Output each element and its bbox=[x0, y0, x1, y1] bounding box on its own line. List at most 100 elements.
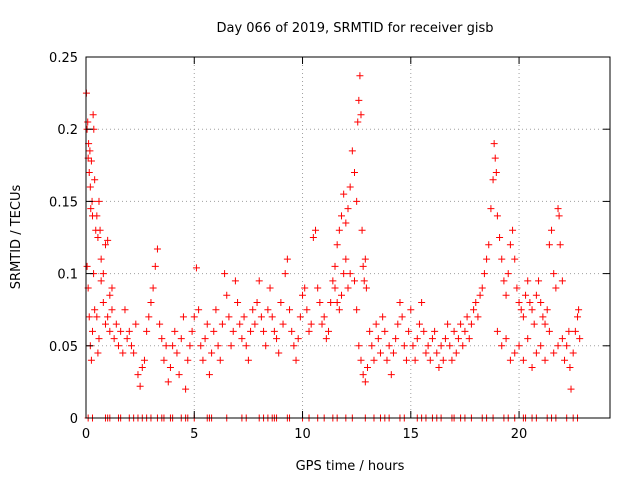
data-point-marker bbox=[335, 226, 343, 234]
data-point-marker bbox=[454, 335, 462, 343]
data-point-marker bbox=[208, 349, 216, 357]
data-point-marker bbox=[387, 371, 395, 379]
data-point-marker bbox=[156, 320, 164, 328]
data-point-marker bbox=[444, 320, 452, 328]
data-point-marker bbox=[314, 284, 322, 292]
data-point-marker bbox=[567, 385, 575, 393]
data-point-marker bbox=[530, 320, 538, 328]
data-point-marker bbox=[119, 349, 127, 357]
data-point-marker bbox=[85, 313, 93, 321]
data-point-marker bbox=[357, 111, 365, 119]
data-point-marker bbox=[576, 335, 584, 343]
data-point-marker bbox=[545, 241, 553, 249]
data-point-marker bbox=[346, 270, 354, 278]
data-point-marker bbox=[231, 277, 239, 285]
data-point-marker bbox=[415, 320, 423, 328]
data-point-marker bbox=[550, 349, 558, 357]
data-point-marker bbox=[561, 356, 569, 364]
data-point-marker bbox=[381, 327, 389, 335]
data-point-marker bbox=[528, 306, 536, 314]
data-point-marker bbox=[162, 342, 170, 350]
data-point-marker bbox=[275, 349, 283, 357]
data-point-marker bbox=[490, 140, 498, 148]
data-point-marker bbox=[491, 154, 499, 162]
data-point-marker bbox=[515, 342, 523, 350]
data-point-marker bbox=[238, 335, 246, 343]
data-point-marker bbox=[160, 356, 168, 364]
grid-lines bbox=[86, 57, 610, 418]
data-point-marker bbox=[344, 205, 352, 213]
data-point-marker bbox=[210, 327, 218, 335]
data-point-marker bbox=[532, 349, 540, 357]
data-point-marker bbox=[190, 313, 198, 321]
data-point-marker bbox=[360, 277, 368, 285]
data-point-marker bbox=[472, 298, 480, 306]
data-point-marker bbox=[346, 183, 354, 191]
data-point-marker bbox=[93, 313, 101, 321]
data-point-marker bbox=[569, 349, 577, 357]
data-point-marker bbox=[108, 306, 116, 314]
data-point-marker bbox=[316, 298, 324, 306]
x-tick-label: 20 bbox=[511, 427, 528, 442]
data-point-marker bbox=[376, 349, 384, 357]
data-point-marker bbox=[290, 342, 298, 350]
data-point-marker bbox=[483, 255, 491, 263]
data-point-marker bbox=[489, 176, 497, 184]
data-point-marker bbox=[262, 342, 270, 350]
data-point-marker bbox=[492, 169, 500, 177]
data-point-marker bbox=[383, 356, 391, 364]
data-point-marker bbox=[236, 320, 244, 328]
data-point-marker bbox=[411, 356, 419, 364]
data-point-marker bbox=[257, 313, 265, 321]
data-point-marker bbox=[283, 255, 291, 263]
data-point-marker bbox=[519, 356, 527, 364]
data-point-marker bbox=[169, 342, 177, 350]
data-point-marker bbox=[140, 356, 148, 364]
data-point-marker bbox=[255, 277, 263, 285]
y-tick-label: 0.1 bbox=[57, 268, 78, 283]
data-point-marker bbox=[203, 320, 211, 328]
data-point-marker bbox=[470, 306, 478, 314]
data-point-marker bbox=[359, 371, 367, 379]
data-point-marker bbox=[86, 147, 94, 155]
data-point-marker bbox=[413, 335, 421, 343]
data-point-marker bbox=[147, 298, 155, 306]
data-point-marker bbox=[374, 335, 382, 343]
data-point-marker bbox=[110, 335, 118, 343]
data-point-marker bbox=[134, 371, 142, 379]
data-point-marker bbox=[221, 270, 229, 278]
data-point-marker bbox=[216, 356, 224, 364]
data-point-marker bbox=[532, 291, 540, 299]
data-point-marker bbox=[476, 291, 484, 299]
data-point-marker bbox=[506, 241, 514, 249]
data-point-marker bbox=[132, 320, 140, 328]
data-point-marker bbox=[400, 342, 408, 350]
data-point-marker bbox=[372, 320, 380, 328]
data-point-marker bbox=[539, 313, 547, 321]
data-point-marker bbox=[270, 327, 278, 335]
data-point-marker bbox=[173, 349, 181, 357]
data-point-marker bbox=[379, 313, 387, 321]
data-point-marker bbox=[223, 291, 231, 299]
data-point-marker bbox=[112, 320, 120, 328]
data-point-marker bbox=[392, 335, 400, 343]
data-point-marker bbox=[143, 327, 151, 335]
data-point-marker bbox=[333, 298, 341, 306]
data-point-marker bbox=[104, 236, 112, 244]
data-point-marker bbox=[487, 205, 495, 213]
data-point-marker bbox=[305, 327, 313, 335]
data-point-marker bbox=[84, 118, 92, 126]
data-point-marker bbox=[537, 298, 545, 306]
x-tick-label: 5 bbox=[190, 427, 198, 442]
data-point-marker bbox=[435, 363, 443, 371]
data-point-marker bbox=[296, 313, 304, 321]
data-point-marker bbox=[301, 284, 309, 292]
data-point-marker bbox=[398, 313, 406, 321]
data-point-marker bbox=[498, 255, 506, 263]
data-point-marker bbox=[543, 306, 551, 314]
data-point-marker bbox=[177, 335, 185, 343]
data-point-marker bbox=[485, 241, 493, 249]
data-point-marker bbox=[101, 320, 109, 328]
data-point-marker bbox=[277, 298, 285, 306]
